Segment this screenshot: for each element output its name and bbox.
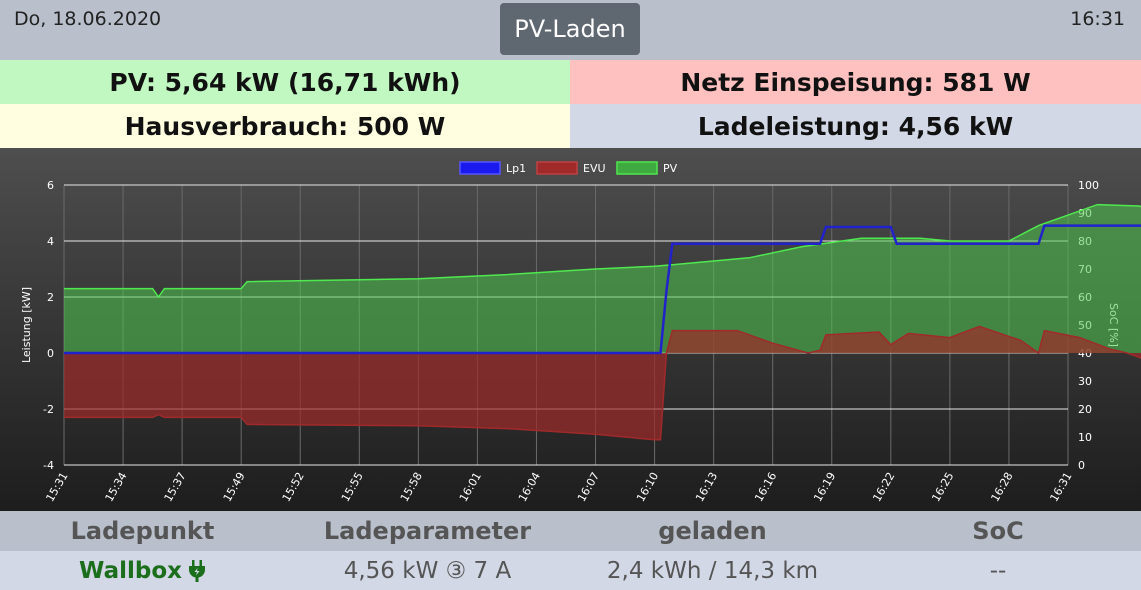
x-tick-label: 16:07 — [575, 470, 602, 504]
series-evu-line — [64, 325, 1141, 441]
plug-icon — [188, 559, 206, 582]
chargepoint-name: Wallbox — [79, 557, 182, 584]
x-tick-label: 16:10 — [634, 470, 661, 504]
x-tick-label: 16:19 — [811, 470, 838, 504]
x-tick-label: 16:16 — [752, 470, 779, 504]
x-tick-label: 16:28 — [988, 470, 1015, 504]
legend-swatch-lp1 — [459, 161, 501, 175]
x-tick-label: 16:25 — [929, 470, 956, 504]
header-soc: SoC — [972, 517, 1024, 545]
y2-tick-label: 100 — [1078, 179, 1099, 192]
y-tick-label: 2 — [47, 291, 54, 304]
header-ladeparameter: Ladeparameter — [323, 517, 532, 545]
y2-tick-label: 10 — [1078, 431, 1092, 444]
x-tick-label: 15:58 — [398, 470, 425, 504]
pv-power-summary: PV: 5,64 kW (16,71 kWh) — [0, 60, 570, 104]
soc-value: -- — [989, 557, 1007, 584]
y-tick-label: -2 — [43, 403, 54, 416]
y2-tick-label: 0 — [1078, 459, 1085, 472]
chargepoint-wallbox[interactable]: Wallbox — [0, 551, 285, 590]
x-tick-label: 15:37 — [162, 470, 189, 504]
y-tick-label: 6 — [47, 179, 54, 192]
mode-button[interactable]: PV-Laden — [500, 3, 640, 55]
x-tick-label: 16:04 — [516, 470, 543, 504]
x-tick-label: 15:55 — [339, 470, 366, 504]
x-tick-label: 16:13 — [693, 470, 720, 504]
y2-tick-label: 30 — [1078, 375, 1092, 388]
power-chart-svg: 6420-2-4100908070605040302010015:3115:34… — [20, 161, 1141, 504]
charged-amount: 2,4 kWh / 14,3 km — [606, 557, 819, 584]
y-tick-label: 4 — [47, 235, 54, 248]
grid-feed-summary: Netz Einspeisung: 581 W — [570, 60, 1141, 104]
header-geladen: geladen — [658, 517, 767, 545]
charging-power-summary: Ladeleistung: 4,56 kW — [570, 104, 1141, 148]
power-chart[interactable]: 6420-2-4100908070605040302010015:3115:34… — [0, 148, 1141, 511]
series-pv-area — [64, 204, 1141, 353]
x-tick-label: 15:31 — [43, 470, 70, 504]
y-axis-label: Leistung [kW] — [20, 287, 33, 363]
table-row: Wallbox 4,56 kW ③ 7 A 2,4 kWh / 14,3 km … — [0, 551, 1141, 590]
x-tick-label: 16:22 — [870, 470, 897, 504]
y2-tick-label: 20 — [1078, 403, 1092, 416]
legend-swatch-evu — [536, 161, 578, 175]
date-display: Do, 18.06.2020 — [14, 8, 162, 30]
x-tick-label: 15:34 — [103, 470, 130, 504]
table-header-row: Ladepunkt Ladeparameter geladen SoC — [0, 511, 1141, 551]
legend-label-pv: PV — [663, 162, 678, 175]
charge-parameters[interactable]: 4,56 kW ③ 7 A — [343, 557, 512, 584]
x-tick-label: 15:52 — [280, 470, 307, 504]
legend-label-evu: EVU — [583, 162, 606, 175]
x-tick-label: 16:31 — [1047, 470, 1074, 504]
series-evu-area — [64, 326, 1141, 440]
house-consumption-summary: Hausverbrauch: 500 W — [0, 104, 570, 148]
header-ladepunkt: Ladepunkt — [70, 517, 215, 545]
x-tick-label: 15:49 — [221, 470, 248, 504]
chargepoint-table: Ladepunkt Ladeparameter geladen SoC Wall… — [0, 511, 1141, 590]
time-display: 16:31 — [1070, 8, 1125, 30]
header-bar: Do, 18.06.2020 PV-Laden 16:31 — [0, 0, 1141, 60]
y-tick-label: -4 — [43, 459, 54, 472]
y-tick-label: 0 — [47, 347, 54, 360]
series-pv-line — [64, 203, 1141, 299]
x-tick-label: 16:01 — [457, 470, 484, 504]
series-lp1-line — [64, 224, 1141, 355]
legend-label-lp1: Lp1 — [506, 162, 526, 175]
legend-swatch-pv — [616, 161, 658, 175]
